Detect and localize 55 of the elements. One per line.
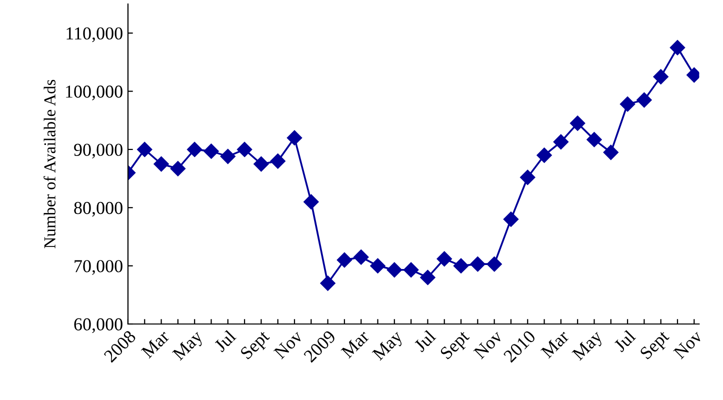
y-tick-label: 110,000 [66,27,122,42]
x-tick-label: Jul [213,329,237,352]
x-tick-label: May [372,329,406,364]
point [636,92,652,108]
x-tick-label: Nov [273,329,304,360]
y-tick-label: 80,000 [74,202,122,217]
point [436,251,452,266]
point [304,194,319,210]
x-tick-label: Mar [540,329,570,359]
point [386,262,402,278]
point [137,142,152,158]
x-tick-label: Nov [473,329,504,360]
point [154,156,169,172]
point [170,161,186,176]
x-tick-label: May [572,329,606,364]
point [370,258,386,274]
point [403,262,419,278]
point [553,134,568,150]
x-tick-label: Nov [673,329,704,360]
y-tick-label: 70,000 [74,260,122,275]
point [354,250,369,265]
y-tick-label: 60,000 [74,318,122,334]
point [653,69,668,84]
point [336,252,352,268]
point [503,212,519,227]
x-tick-label: May [172,329,206,364]
point [520,170,536,185]
x-tick-label: Mar [340,329,370,359]
y-axis-title: Number of Available Ads [44,80,56,248]
x-tick-label: Sept [639,329,672,362]
point [603,144,618,160]
x-tick-label: Sept [240,329,273,362]
point [254,156,269,172]
point [470,256,486,272]
point [670,40,686,56]
point [586,132,602,148]
y-tick-label: 100,000 [66,86,122,100]
point [236,142,252,158]
y-tick-label: 90,000 [74,144,122,158]
point [486,256,502,272]
point [204,144,219,159]
point [320,276,336,291]
x-tick-label: Jul [612,329,636,352]
point [270,154,286,169]
point [453,258,469,274]
x-tick-label: Mar [140,329,170,359]
point [620,96,636,112]
x-tick-label: Jul [413,329,436,352]
point [187,142,202,158]
point [420,270,436,286]
point [286,130,302,146]
point [220,148,236,164]
point [570,116,586,131]
point [536,148,552,163]
x-tick-label: Sept [440,329,473,362]
